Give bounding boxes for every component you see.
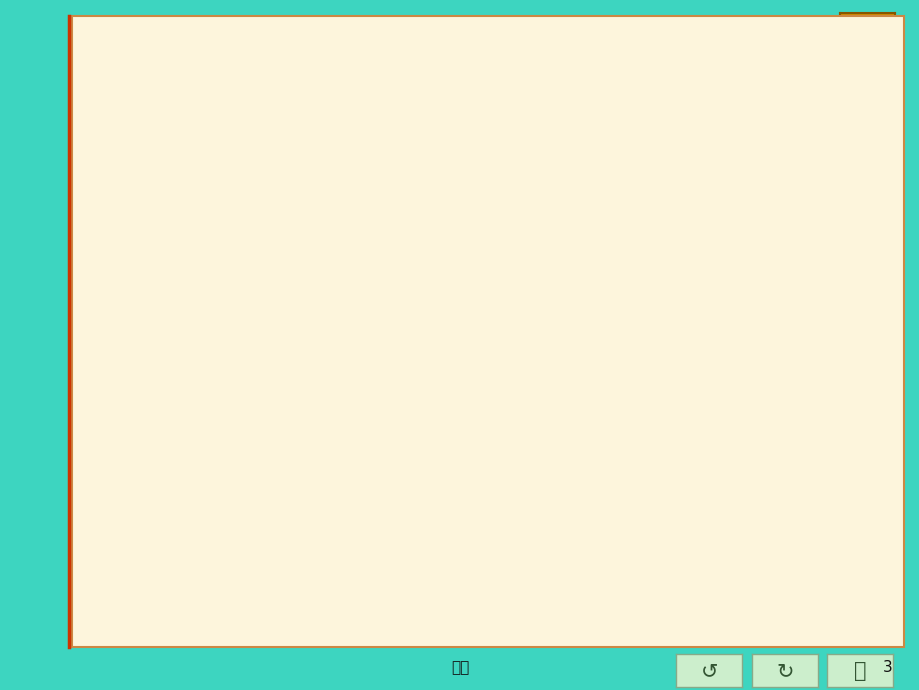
Bar xyxy=(683,276,728,361)
Bar xyxy=(345,59,367,95)
Bar xyxy=(227,95,488,148)
Text: 11: 11 xyxy=(714,36,732,49)
Text: 14: 14 xyxy=(840,322,857,335)
Text: 1: 1 xyxy=(158,551,166,564)
Bar xyxy=(257,520,458,557)
Bar xyxy=(425,59,447,95)
Text: 精选: 精选 xyxy=(450,660,469,675)
Circle shape xyxy=(287,313,437,472)
Bar xyxy=(503,53,562,75)
Bar xyxy=(513,117,552,191)
Bar xyxy=(345,520,367,557)
Text: 5: 5 xyxy=(173,36,181,49)
Text: H7/n6: H7/n6 xyxy=(417,428,425,452)
Bar xyxy=(227,467,488,520)
Bar xyxy=(384,59,406,95)
Bar xyxy=(488,308,538,329)
Text: 13: 13 xyxy=(840,233,857,245)
Text: H7/n6: H7/n6 xyxy=(276,428,285,452)
Bar xyxy=(384,520,406,557)
Text: 4: 4 xyxy=(158,211,166,224)
Text: H7/n6: H7/n6 xyxy=(276,248,285,271)
Bar xyxy=(723,295,789,342)
Bar xyxy=(227,467,488,520)
Text: φ20: φ20 xyxy=(417,415,425,433)
Bar xyxy=(304,520,326,557)
Text: 7: 7 xyxy=(396,36,404,49)
Text: ≡: ≡ xyxy=(859,19,874,37)
Bar xyxy=(723,286,789,350)
Bar xyxy=(613,270,698,366)
Text: A－A: A－A xyxy=(323,99,352,114)
Text: φ4.5: φ4.5 xyxy=(723,307,733,329)
Text: H7/n6: H7/n6 xyxy=(417,248,425,271)
Text: 8: 8 xyxy=(469,36,477,49)
Text: 152.5: 152.5 xyxy=(475,591,506,601)
Text: ↺: ↺ xyxy=(699,661,718,680)
Bar xyxy=(264,520,286,557)
Circle shape xyxy=(307,334,417,451)
Bar xyxy=(227,148,287,467)
Bar xyxy=(425,520,447,557)
Text: H: H xyxy=(861,36,872,50)
Text: 3: 3 xyxy=(881,660,891,675)
Text: ⏮: ⏮ xyxy=(853,661,866,680)
Text: 3: 3 xyxy=(158,354,166,367)
Bar xyxy=(227,95,488,148)
Bar xyxy=(538,276,628,361)
Bar xyxy=(693,297,718,339)
Bar xyxy=(287,148,427,467)
Bar xyxy=(427,148,488,467)
Bar xyxy=(227,148,287,467)
Circle shape xyxy=(307,186,417,302)
Bar xyxy=(493,75,573,106)
Text: ↻: ↻ xyxy=(775,661,793,680)
Text: φ20: φ20 xyxy=(276,235,285,253)
Text: φ15
H7/k6: φ15 H7/k6 xyxy=(666,307,686,330)
Text: 10: 10 xyxy=(622,36,640,49)
Text: 9: 9 xyxy=(524,36,532,49)
Text: N7±0.02: N7±0.02 xyxy=(179,286,189,329)
Circle shape xyxy=(287,164,437,324)
Bar xyxy=(552,297,613,339)
Text: 15: 15 xyxy=(840,455,857,468)
Text: 6: 6 xyxy=(286,36,294,49)
Text: φ20: φ20 xyxy=(417,235,425,253)
Text: φ20: φ20 xyxy=(276,415,285,433)
Bar xyxy=(257,59,458,95)
Text: 12: 12 xyxy=(820,36,836,49)
Bar xyxy=(264,59,286,95)
Bar xyxy=(304,59,326,95)
Bar xyxy=(628,292,683,345)
Text: 2: 2 xyxy=(158,476,166,489)
Bar xyxy=(488,297,538,339)
Bar xyxy=(427,148,488,467)
Bar xyxy=(503,106,562,201)
